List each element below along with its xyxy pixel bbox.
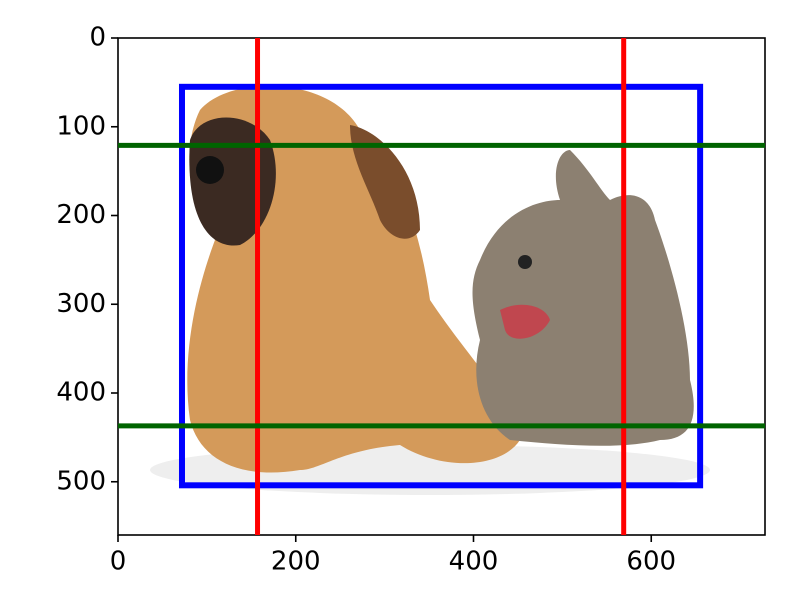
x-tick-label: 200 [271,547,321,577]
x-tick-label: 400 [449,547,499,577]
y-tick-label: 300 [56,289,106,319]
y-tick-label: 500 [56,466,106,496]
y-tick-label: 400 [56,378,106,408]
y-tick-label: 200 [56,200,106,230]
x-tick-label: 0 [110,547,127,577]
x-tick-label: 600 [626,547,676,577]
y-tick-label: 100 [56,111,106,141]
photo [118,38,765,535]
axes-frame [117,37,766,536]
y-tick-label: 0 [89,23,106,53]
bounding-box [178,83,704,489]
